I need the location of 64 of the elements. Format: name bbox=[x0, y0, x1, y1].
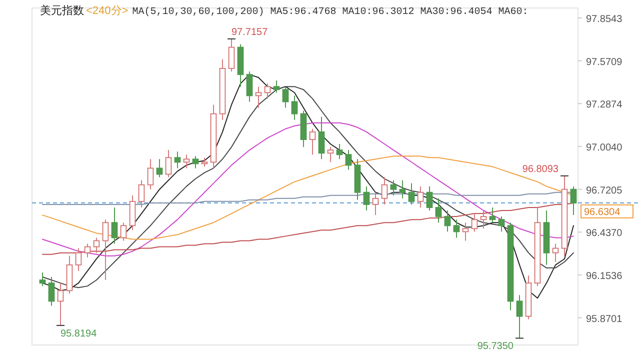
y-tick-label: 95.8701 bbox=[586, 314, 623, 325]
candlestick bbox=[156, 158, 163, 178]
candlestick bbox=[480, 210, 487, 230]
annotation: 95.8194 bbox=[60, 328, 98, 340]
candlestick bbox=[372, 192, 379, 216]
candlestick bbox=[291, 95, 298, 120]
candlestick bbox=[408, 182, 415, 205]
candlestick bbox=[111, 206, 118, 244]
y-tick-label: 97.0040 bbox=[586, 142, 623, 154]
candlestick bbox=[183, 154, 190, 169]
candlestick bbox=[39, 272, 46, 287]
candlestick bbox=[444, 210, 451, 232]
candlestick bbox=[246, 70, 253, 102]
annotation: 95.7350 bbox=[477, 341, 514, 352]
candlestick bbox=[327, 146, 334, 163]
annotation: 97.7157 bbox=[232, 26, 268, 38]
candlestick bbox=[318, 116, 325, 160]
candlestick bbox=[57, 282, 64, 326]
annotation: MA(5,10,30,60,100,200) MA5:96.4768 MA10:96.3012 MA30:96.4054 MA60: bbox=[132, 6, 528, 18]
candlestick bbox=[273, 80, 280, 94]
candlestick bbox=[264, 83, 271, 100]
candlestick bbox=[453, 219, 460, 238]
ref-line-label: 96.6304 bbox=[584, 206, 621, 218]
candlestick bbox=[426, 186, 433, 211]
candlestick bbox=[489, 206, 496, 224]
candlestick bbox=[165, 150, 172, 178]
candlestick bbox=[570, 186, 577, 216]
y-tick-label: 97.8543 bbox=[586, 14, 623, 25]
candlestick bbox=[345, 150, 352, 170]
candlestick bbox=[174, 151, 181, 169]
candlestick bbox=[435, 198, 442, 224]
candlestick bbox=[399, 180, 406, 199]
candlestick bbox=[471, 213, 478, 232]
annotation: 96.8093 bbox=[522, 164, 559, 175]
candlestick bbox=[363, 186, 370, 211]
candlestick bbox=[201, 157, 208, 168]
candlestick bbox=[390, 180, 397, 196]
candlestick bbox=[84, 243, 91, 258]
candlestick bbox=[192, 156, 199, 169]
chart-subtitle: <240分> bbox=[86, 5, 128, 17]
candlestick bbox=[255, 86, 262, 108]
y-tick-label: 96.7205 bbox=[586, 185, 623, 196]
candlestick bbox=[75, 248, 82, 272]
candlestick bbox=[336, 144, 343, 160]
y-tick-label: 97.5709 bbox=[586, 56, 623, 68]
candlestick bbox=[417, 186, 424, 208]
candlestick bbox=[147, 158, 154, 190]
candlestick bbox=[48, 276, 55, 306]
candlestick bbox=[309, 128, 316, 156]
y-tick-label: 96.1536 bbox=[586, 270, 623, 282]
candlestick bbox=[462, 222, 469, 242]
candlestick bbox=[138, 180, 145, 208]
candlestick bbox=[552, 243, 559, 262]
candlestick bbox=[381, 176, 388, 205]
y-tick-label: 96.4370 bbox=[586, 228, 623, 240]
chart-title: 美元指数 bbox=[40, 4, 84, 17]
candlestick bbox=[93, 237, 100, 254]
candlestick bbox=[498, 216, 505, 232]
y-tick-label: 97.2874 bbox=[586, 100, 623, 111]
candlestick bbox=[516, 294, 523, 339]
candlestick bbox=[102, 219, 109, 281]
candlestick bbox=[120, 222, 127, 242]
candlestick bbox=[228, 38, 235, 72]
candlestick bbox=[282, 86, 289, 108]
